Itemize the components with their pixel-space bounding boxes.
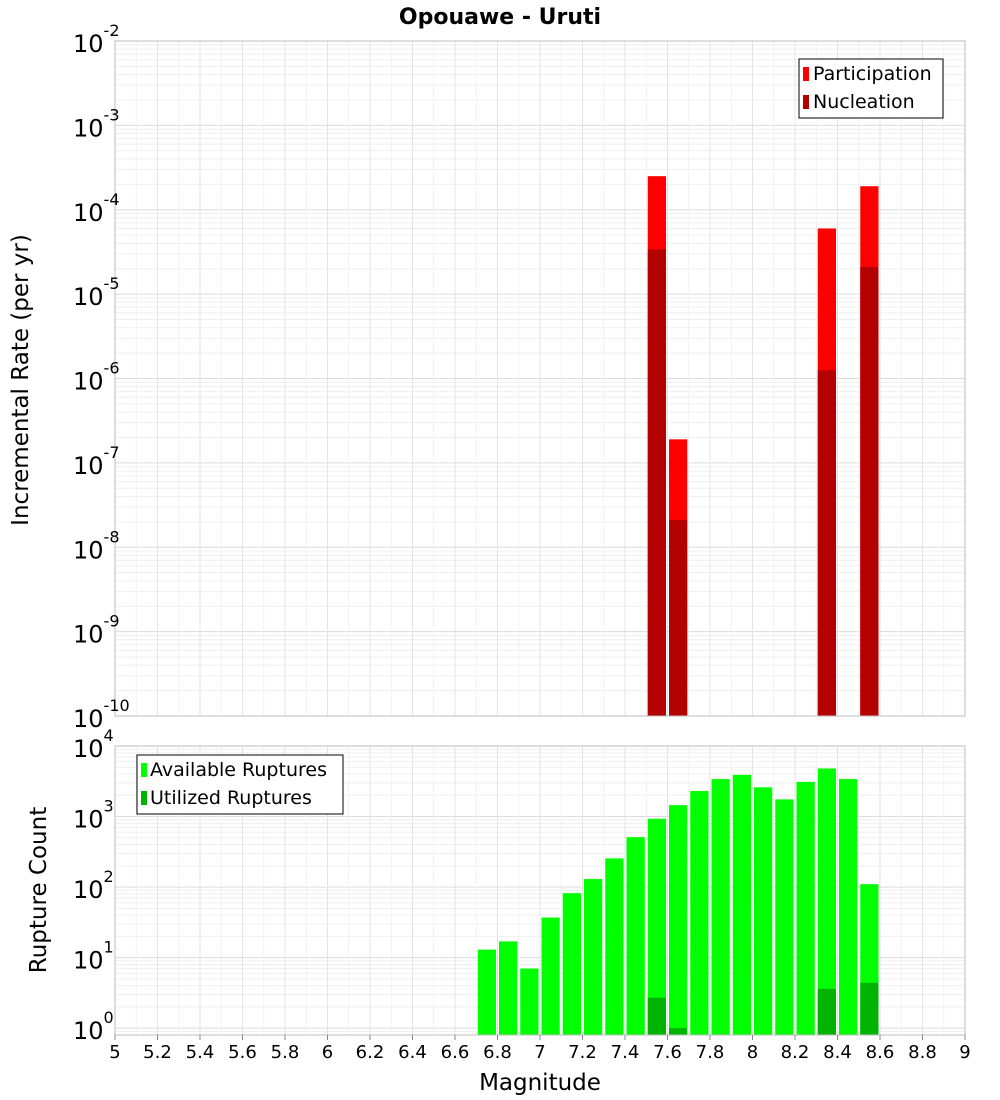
count-legend-box (136, 754, 344, 815)
available-ruptures-bar (584, 879, 603, 1035)
rate-y-tick-label: 10-6 (73, 359, 120, 396)
count-y-ticks: 100 101 102 103 104 (73, 726, 114, 1045)
rate-y-tick-label: 10-7 (73, 443, 120, 480)
available-ruptures-bar (711, 779, 730, 1035)
rate-y-tick-label: 10-9 (73, 612, 120, 649)
available-ruptures-bar (754, 787, 773, 1035)
available-ruptures-bar (839, 779, 858, 1035)
available-ruptures-bar (562, 893, 581, 1035)
x-tick-label: 5.2 (143, 1042, 172, 1063)
nucleation-bar (860, 266, 879, 716)
x-tick-label: 6.2 (356, 1042, 385, 1063)
participation-swatch (803, 67, 809, 81)
x-tick-label: 9 (959, 1042, 970, 1063)
available-ruptures-bar (626, 837, 645, 1035)
legend-available-ruptures: Available Ruptures (150, 759, 327, 781)
rate-y-tick-label: 10-5 (73, 274, 120, 311)
rate-legend-box (798, 58, 944, 119)
rate-bars (647, 176, 879, 716)
x-tick-label: 8.6 (866, 1042, 895, 1063)
x-tick-label: 5.4 (186, 1042, 215, 1063)
available-swatch (141, 763, 147, 777)
count-legend: Available Ruptures Utilized Ruptures (136, 754, 344, 815)
rate-y-tick-label: 10-10 (73, 696, 130, 733)
x-tick-label: 8.2 (781, 1042, 810, 1063)
count-y-axis-label: Rupture Count (26, 807, 52, 973)
legend-utilized-ruptures: Utilized Ruptures (150, 787, 312, 809)
available-ruptures-bar (477, 949, 496, 1035)
rate-y-ticks: 10-10 10-9 10-8 10-7 10-6 10-5 10-4 10-3 10-2 (73, 21, 130, 733)
available-ruptures-bar (690, 791, 709, 1035)
available-ruptures-bar (605, 858, 624, 1035)
chart-title: Opouawe - Uruti (399, 5, 601, 30)
utilized-ruptures-bar (669, 1028, 688, 1035)
count-y-tick-label: 101 (73, 938, 114, 975)
utilized-swatch (141, 791, 147, 805)
x-tick-label: 8.4 (823, 1042, 852, 1063)
nucleation-bar (647, 249, 666, 716)
count-panel: 100 101 102 103 104 5 5.2 5.4 5.6 5.8 6 6.2 6.4 6.6 6… (26, 726, 971, 1096)
x-tick-label: 6.4 (398, 1042, 427, 1063)
legend-nucleation: Nucleation (813, 91, 915, 113)
x-axis-label: Magnitude (479, 1070, 601, 1096)
available-ruptures-bar (669, 805, 688, 1035)
available-ruptures-bar (732, 774, 751, 1035)
x-tick-label: 6 (322, 1042, 333, 1063)
rate-y-tick-label: 10-2 (73, 21, 120, 58)
x-tick-label: 7 (534, 1042, 545, 1063)
utilized-ruptures-bar (647, 997, 666, 1035)
x-tick-label: 6.8 (483, 1042, 512, 1063)
count-bars (477, 768, 879, 1035)
rate-plot-frame (114, 40, 966, 717)
utilized-ruptures-bar (860, 982, 879, 1035)
magnitude-x-ticks: 5 5.2 5.4 5.6 5.8 6 6.2 6.4 6.6 6.8 7 7.2 7.4 7.6 7.8 8… (109, 1035, 971, 1063)
available-ruptures-bar (775, 799, 794, 1035)
rate-y-axis-label: Incremental Rate (per yr) (8, 234, 34, 526)
x-tick-label: 7.6 (653, 1042, 682, 1063)
available-ruptures-bar (796, 781, 815, 1035)
x-tick-label: 7.8 (696, 1042, 725, 1063)
count-y-tick-label: 102 (73, 867, 114, 904)
rate-y-tick-label: 10-8 (73, 527, 120, 564)
x-tick-label: 5.8 (271, 1042, 300, 1063)
rate-grid (114, 41, 966, 717)
legend-participation: Participation (813, 63, 932, 85)
available-ruptures-bar (647, 818, 666, 1035)
x-tick-label: 5 (109, 1042, 120, 1063)
nucleation-swatch (803, 95, 809, 109)
available-ruptures-bar (817, 768, 836, 1035)
x-tick-label: 8 (747, 1042, 758, 1063)
count-y-tick-label: 103 (73, 797, 114, 834)
available-ruptures-bar (541, 917, 560, 1035)
nucleation-bar (669, 520, 688, 716)
x-tick-label: 6.6 (441, 1042, 470, 1063)
available-ruptures-bar (499, 941, 518, 1035)
rate-legend: Participation Nucleation (798, 58, 944, 119)
count-y-tick-label: 100 (73, 1008, 114, 1045)
rate-y-tick-label: 10-3 (73, 105, 120, 142)
available-ruptures-bar (520, 968, 539, 1035)
x-tick-label: 7.4 (611, 1042, 640, 1063)
utilized-ruptures-bar (817, 988, 836, 1035)
rate-y-tick-label: 10-4 (73, 190, 120, 227)
count-y-tick-label: 104 (73, 726, 114, 763)
x-tick-label: 7.2 (568, 1042, 597, 1063)
x-tick-label: 8.8 (908, 1042, 937, 1063)
x-tick-label: 5.6 (228, 1042, 257, 1063)
rate-panel: 10-10 10-9 10-8 10-7 10-6 10-5 10-4 10-3 10-2 In… (8, 21, 966, 733)
nucleation-bar (817, 370, 836, 716)
